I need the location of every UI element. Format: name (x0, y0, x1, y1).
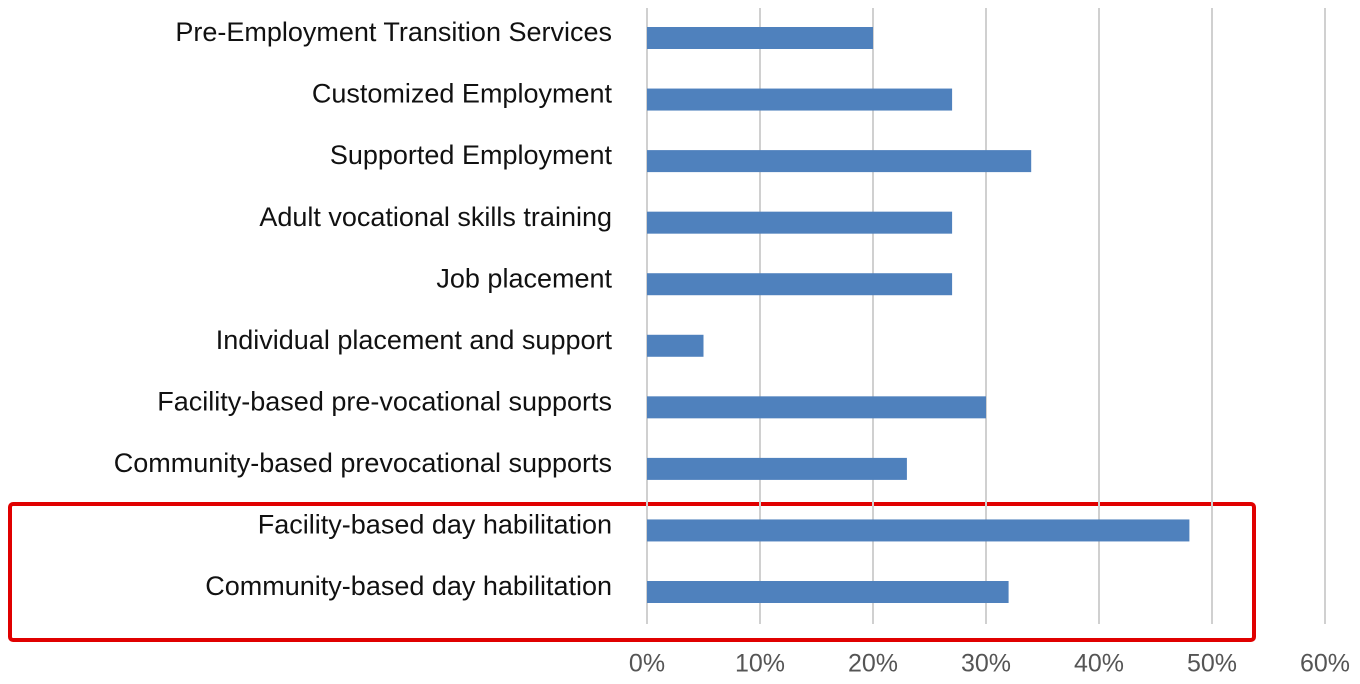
y-tick-label: Community-based prevocational supports (114, 448, 612, 478)
x-tick-label: 0% (629, 650, 665, 678)
bar (647, 273, 953, 296)
y-tick-label: Supported Employment (330, 140, 613, 170)
x-tick-label: 20% (848, 650, 898, 678)
x-tick-label: 30% (961, 650, 1011, 678)
y-tick-label: Individual placement and support (216, 325, 613, 355)
y-tick-label: Customized Employment (312, 79, 613, 109)
x-tick-label: 60% (1300, 650, 1350, 678)
bar (647, 519, 1190, 542)
x-tick-label: 40% (1074, 650, 1124, 678)
bar (647, 88, 953, 111)
bar (647, 396, 986, 419)
y-tick-label: Adult vocational skills training (259, 202, 612, 232)
y-tick-label: Community-based day habilitation (205, 571, 612, 601)
y-tick-label: Facility-based day habilitation (258, 510, 612, 540)
y-tick-label: Job placement (436, 263, 612, 293)
x-tick-label: 50% (1187, 650, 1237, 678)
highlight-box (8, 502, 1256, 642)
bar (647, 150, 1032, 173)
y-tick-label: Facility-based pre-vocational supports (157, 386, 612, 416)
y-tick-label: Pre-Employment Transition Services (175, 17, 612, 47)
bar (647, 27, 873, 49)
bar (647, 211, 953, 234)
bar (647, 457, 907, 480)
bar (647, 334, 704, 357)
x-tick-label: 10% (735, 650, 785, 678)
bar (647, 581, 1009, 603)
